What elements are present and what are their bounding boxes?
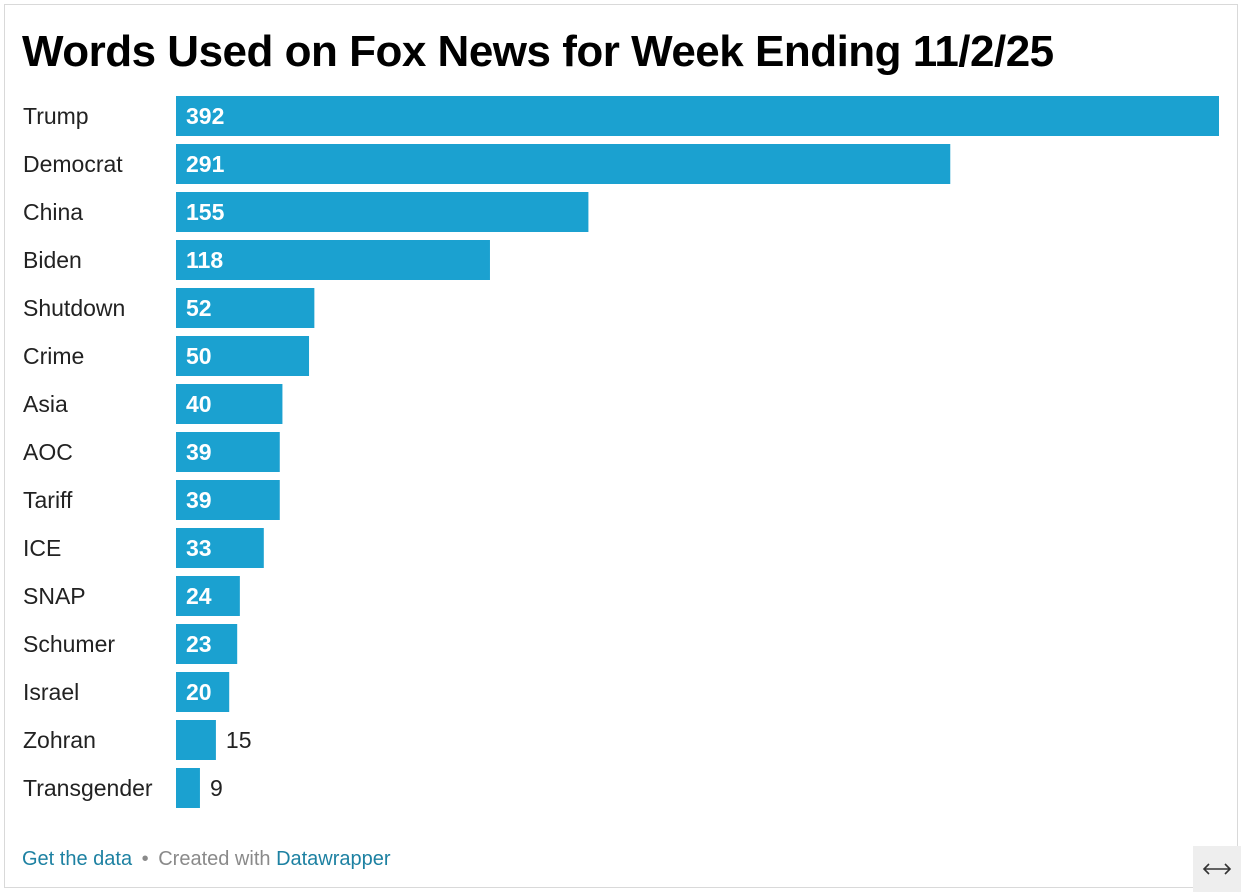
chart-title: Words Used on Fox News for Week Ending 1… [22,27,1054,76]
horizontal-resize-icon [1202,863,1232,875]
category-label-asia: Asia [23,391,68,417]
bar-israel [176,672,230,712]
datawrapper-link[interactable]: Datawrapper [276,848,391,870]
value-label-trump: 392 [186,103,224,129]
value-label-snap: 24 [186,583,212,609]
bar-crime [176,336,310,376]
value-label-biden: 118 [186,247,223,273]
category-label-schumer: Schumer [23,631,115,657]
created-with-text: Created with [158,848,271,870]
value-label-aoc: 39 [186,439,212,465]
category-label-tariff: Tariff [23,487,73,513]
category-label-israel: Israel [23,679,79,705]
bar-schumer [176,624,238,664]
bar-asia [176,384,283,424]
bar-shutdown [176,288,315,328]
value-label-crime: 50 [186,343,212,369]
value-label-tariff: 39 [186,487,212,513]
value-label-shutdown: 52 [186,295,212,321]
bar-zohran [176,720,216,760]
bar-transgender [176,768,200,808]
category-label-china: China [23,199,83,225]
chart-frame [4,4,1238,888]
bar-ice [176,528,264,568]
chart-footer: Get the data • Created with Datawrapper [22,848,391,871]
resize-button[interactable] [1193,846,1241,892]
value-label-ice: 33 [186,535,212,561]
footer-separator: • [141,848,149,870]
get-the-data-link[interactable]: Get the data [22,848,133,870]
value-label-zohran: 15 [226,727,252,753]
category-label-shutdown: Shutdown [23,295,125,321]
bar-trump [176,96,1219,136]
category-label-transgender: Transgender [23,775,153,801]
bar-aoc [176,432,280,472]
value-label-asia: 40 [186,391,212,417]
bar-tariff [176,480,280,520]
bar-biden [176,240,490,280]
category-label-trump: Trump [23,103,89,129]
value-label-schumer: 23 [186,631,212,657]
value-label-israel: 20 [186,679,212,705]
value-label-democrat: 291 [186,151,225,177]
category-label-ice: ICE [23,535,61,561]
category-label-biden: Biden [23,247,82,273]
bar-snap [176,576,240,616]
category-label-aoc: AOC [23,439,73,465]
category-label-crime: Crime [23,343,84,369]
category-label-democrat: Democrat [23,151,123,177]
bar-china [176,192,589,232]
value-label-transgender: 9 [210,775,223,801]
bar-democrat [176,144,951,184]
category-label-zohran: Zohran [23,727,96,753]
bar-chart: Trump 392 Democrat 291 China 155 Biden 118 Shutd… [23,96,1219,808]
value-label-china: 155 [186,199,225,225]
category-label-snap: SNAP [23,583,86,609]
